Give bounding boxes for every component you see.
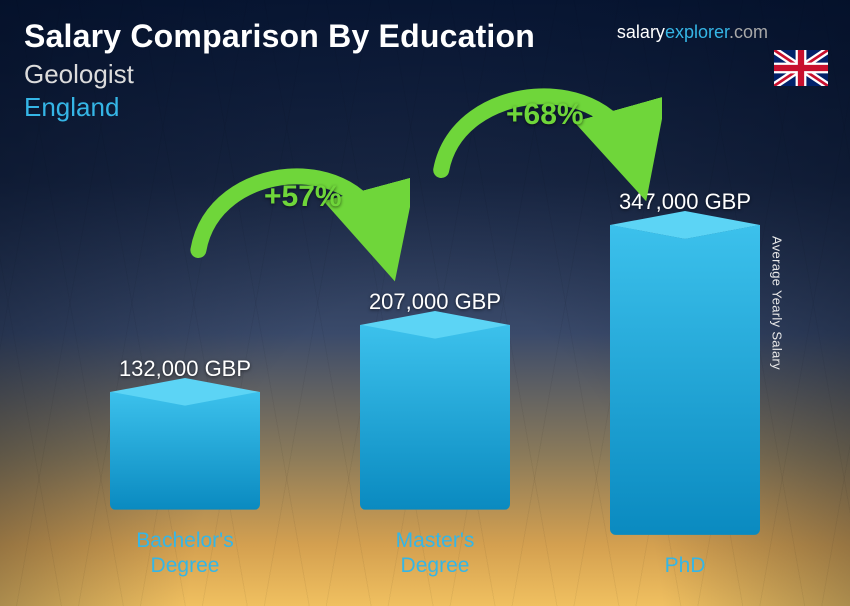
page-title: Salary Comparison By Education [24,18,535,55]
bar [360,325,510,510]
bar-group: 207,000 GBPMaster's Degree [340,289,530,578]
bar-group: 132,000 GBPBachelor's Degree [90,356,280,578]
bar-group: 347,000 GBPPhD [590,189,780,578]
bar-category-label: Master's Degree [396,528,475,578]
bar-front-face [610,225,760,535]
bar-front-face [360,325,510,510]
bar-category-label: PhD [665,553,706,578]
brand-logo: salaryexplorer.com [617,22,768,43]
brand-part1: salary [617,22,665,42]
bar-category-label: Bachelor's Degree [136,528,233,578]
bar [110,392,260,510]
bar-chart: 132,000 GBPBachelor's Degree 207,000 GBPM… [80,78,790,578]
bar-front-face [110,392,260,510]
brand-part2: explorer [665,22,729,42]
brand-part3: .com [729,22,768,42]
increase-percent-label: +68% [506,98,584,132]
bar [610,225,760,535]
increase-percent-label: +57% [264,180,342,214]
